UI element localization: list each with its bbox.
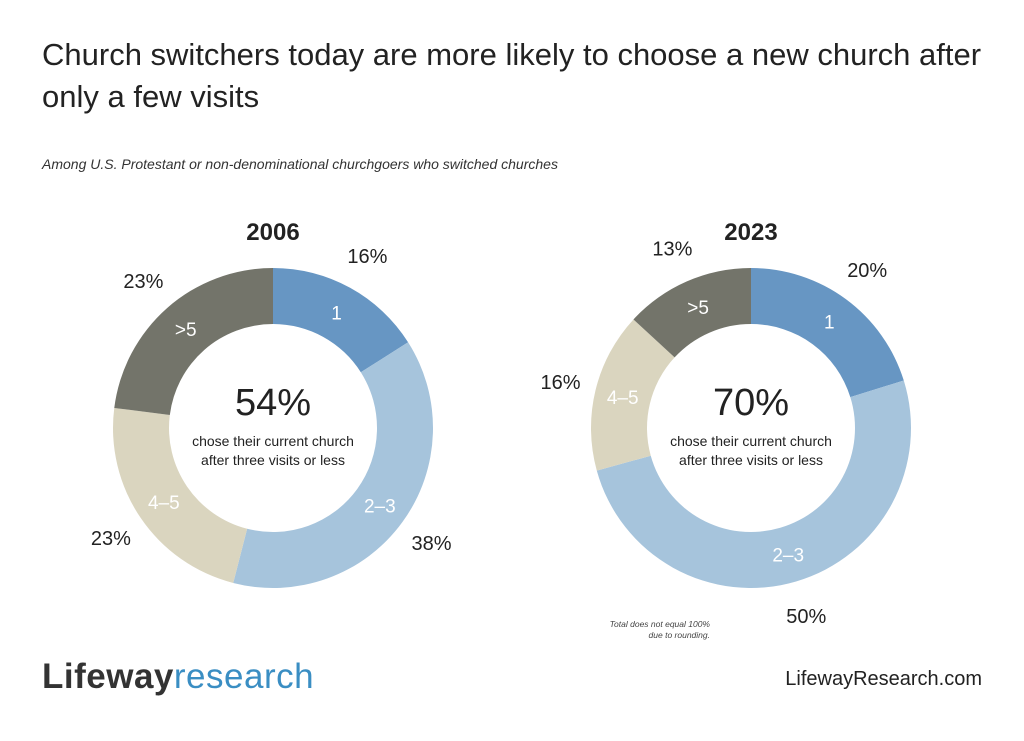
lifeway-research-logo: Lifewayresearch bbox=[42, 657, 314, 697]
slice-label: >5 bbox=[175, 320, 197, 341]
donut-title: 2006 bbox=[246, 219, 299, 246]
slice-label: 2–3 bbox=[772, 546, 804, 567]
rounding-note: Total does not equal 100% due to roundin… bbox=[560, 619, 710, 641]
logo-research: research bbox=[173, 657, 315, 696]
slice-label: 2–3 bbox=[364, 497, 396, 518]
slice-2-3 bbox=[233, 342, 433, 588]
donut-2006: 1 16% 2–3 38% 4–5 23% >5 23% 2006 54% chose their … bbox=[91, 219, 452, 588]
slice-2-3 bbox=[596, 380, 911, 588]
slice-value-label: 20% bbox=[847, 260, 887, 282]
slice-value-label: 50% bbox=[786, 606, 826, 628]
slice-label: 1 bbox=[824, 313, 835, 334]
slice-value-label: 23% bbox=[123, 271, 163, 293]
slice-value-label: 23% bbox=[91, 528, 131, 550]
center-value: 70% bbox=[713, 382, 789, 424]
center-text-line1: chose their current church bbox=[192, 433, 354, 449]
slice-label: 4–5 bbox=[607, 388, 639, 409]
slice-value-label: 16% bbox=[541, 372, 581, 394]
slice-gt5 bbox=[633, 268, 751, 358]
center-value: 54% bbox=[235, 382, 311, 424]
rounding-note-line1: Total does not equal 100% bbox=[609, 619, 710, 629]
website-link[interactable]: LifewayResearch.com bbox=[785, 668, 982, 690]
slice-1 bbox=[273, 268, 409, 373]
slice-4-5 bbox=[591, 319, 675, 471]
logo-lifeway: Lifeway bbox=[42, 657, 174, 696]
slice-value-label: 13% bbox=[652, 238, 692, 260]
slice-label: 4–5 bbox=[148, 493, 180, 514]
chart-title: Church switchers today are more likely t… bbox=[42, 37, 982, 114]
slice-4-5 bbox=[112, 407, 248, 583]
center-text-line1: chose their current church bbox=[670, 433, 832, 449]
slice-gt5 bbox=[114, 268, 273, 415]
center-text-line2: after three visits or less bbox=[679, 452, 823, 468]
chart-subtitle: Among U.S. Protestant or non-denominatio… bbox=[42, 156, 558, 172]
slice-1 bbox=[751, 268, 904, 398]
rounding-note-line2: due to rounding. bbox=[648, 630, 710, 640]
slice-value-label: 38% bbox=[412, 533, 452, 555]
donut-title: 2023 bbox=[724, 219, 777, 246]
donut-2023: 1 20% 2–3 50% 4–5 16% >5 13% 2023 70% chose their … bbox=[541, 219, 911, 628]
slice-label: >5 bbox=[687, 298, 709, 319]
center-text-line2: after three visits or less bbox=[201, 452, 345, 468]
slice-value-label: 16% bbox=[347, 246, 387, 268]
slice-label: 1 bbox=[331, 303, 342, 324]
